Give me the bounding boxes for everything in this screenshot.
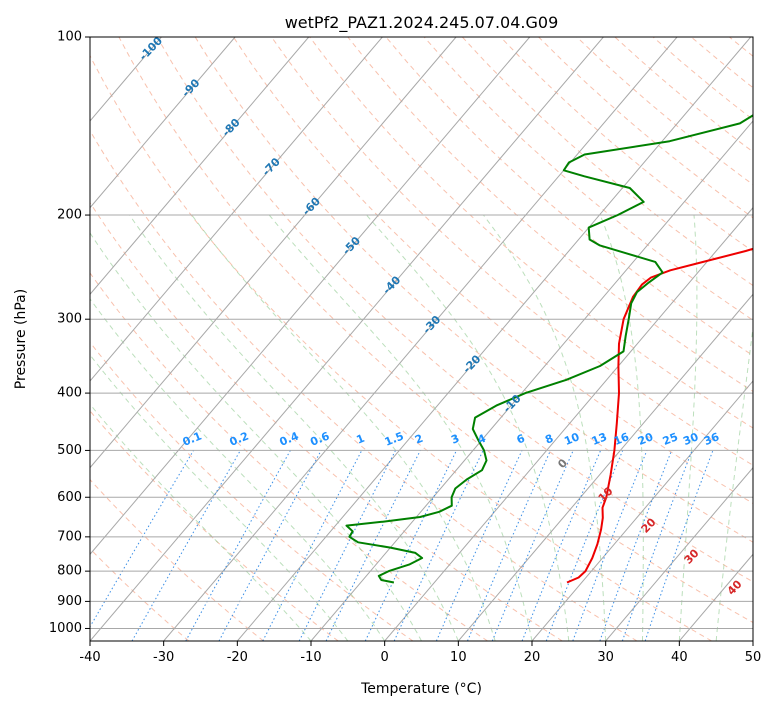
x-tick-label: 30 bbox=[597, 650, 614, 665]
moist-adiabat-line bbox=[268, 214, 533, 641]
isotherm-line bbox=[90, 37, 457, 469]
dry-adiabat-line bbox=[90, 272, 488, 641]
mixing-ratio-label: 16 bbox=[612, 430, 631, 448]
mixing-ratio-line bbox=[467, 450, 551, 641]
dry-adiabat-line bbox=[90, 547, 190, 641]
y-tick-label: 400 bbox=[57, 386, 82, 401]
moist-adiabat-line bbox=[678, 214, 698, 641]
x-tick-label: 10 bbox=[450, 650, 467, 665]
mixing-ratio-line bbox=[521, 450, 602, 641]
dry-adiabat-line bbox=[232, 37, 753, 504]
profile-lines bbox=[345, 114, 753, 584]
mixing-ratio-line bbox=[131, 450, 241, 641]
moist-adiabat-line bbox=[191, 214, 496, 641]
isotherm-line bbox=[90, 37, 383, 382]
mixing-ratio-label: 10 bbox=[562, 430, 581, 448]
isotherm-line bbox=[236, 37, 752, 641]
mixing-ratio-label: 2 bbox=[413, 432, 425, 447]
moist-adiabat-line bbox=[90, 298, 386, 641]
mixing-ratio-label: 36 bbox=[702, 430, 721, 448]
temperature-profile-line bbox=[566, 247, 753, 584]
mixing-ratio-line bbox=[599, 450, 673, 641]
isotherm-line bbox=[90, 37, 236, 209]
mixing-ratio-label: 13 bbox=[590, 430, 609, 448]
x-tick-label: -30 bbox=[153, 650, 174, 665]
moist-adiabat-line bbox=[599, 214, 644, 641]
dewpoint-profile-line bbox=[345, 114, 753, 584]
axes: -40 -30 -20 -10 0 10 20 30 40 50 100 200 300 400 500 60… bbox=[49, 30, 761, 666]
mixing-ratio-label: 1 bbox=[355, 432, 367, 447]
dry-adiabat-line bbox=[90, 410, 339, 641]
x-axis-label: Temperature (°C) bbox=[360, 681, 482, 697]
x-tick-label: 50 bbox=[745, 650, 762, 665]
y-tick-label: 500 bbox=[57, 443, 82, 458]
isotherm-line bbox=[310, 120, 753, 641]
mixing-ratio-line bbox=[298, 450, 396, 641]
y-axis-label: Pressure (hPa) bbox=[13, 289, 29, 389]
mixing-ratio-line bbox=[621, 450, 693, 641]
mixing-ratio-line bbox=[644, 450, 714, 641]
y-tick-label: 900 bbox=[57, 594, 82, 609]
mixing-ratio-label: 25 bbox=[661, 430, 680, 448]
mixing-ratio-line bbox=[325, 450, 421, 641]
moist-adiabat-line bbox=[90, 232, 422, 641]
dry-adiabat-line bbox=[90, 129, 638, 641]
moist-adiabat-line bbox=[715, 323, 753, 641]
x-tick-label: 40 bbox=[671, 650, 688, 665]
mixing-ratio-line bbox=[218, 450, 322, 641]
dry-adiabat-line bbox=[156, 37, 753, 583]
mixing-ratio-label: 20 bbox=[636, 430, 655, 448]
y-tick-label: 300 bbox=[57, 312, 82, 327]
isotherm-line bbox=[531, 380, 753, 641]
plot-frame bbox=[89, 36, 754, 642]
dry-adiabat-line bbox=[423, 37, 753, 321]
y-tick-label: 1000 bbox=[49, 621, 82, 636]
dry-adiabat-line bbox=[90, 54, 712, 641]
moist-adiabat-line bbox=[129, 214, 459, 641]
x-tick-label: 0 bbox=[381, 650, 389, 665]
x-tick-label: 20 bbox=[524, 650, 541, 665]
y-tick-label: 700 bbox=[57, 529, 82, 544]
isotherm-line bbox=[90, 37, 310, 296]
dry-adiabat-line bbox=[90, 478, 264, 641]
y-tick-label: 200 bbox=[57, 208, 82, 223]
isotherm-line bbox=[384, 206, 753, 641]
y-tick-label: 800 bbox=[57, 564, 82, 579]
moist-adiabat-line bbox=[90, 403, 312, 641]
chart-title: wetPf2_PAZ1.2024.245.07.04.G09 bbox=[285, 13, 559, 33]
background-lines bbox=[90, 37, 753, 641]
isotherm-line bbox=[163, 37, 678, 641]
isotherm-line bbox=[457, 293, 753, 641]
y-tick-label: 100 bbox=[57, 30, 82, 45]
x-tick-label: -10 bbox=[300, 650, 321, 665]
mixing-ratio-line bbox=[185, 450, 291, 641]
dry-adiabat-line bbox=[90, 201, 563, 641]
mixing-ratio-line bbox=[572, 450, 648, 641]
mixing-ratio-line bbox=[435, 450, 523, 641]
isotherm-line bbox=[605, 466, 753, 641]
isotherm-line bbox=[90, 37, 531, 556]
mixing-ratio-line bbox=[491, 450, 574, 641]
y-tick-label: 600 bbox=[57, 490, 82, 505]
moist-adiabat-line bbox=[483, 214, 607, 641]
mixing-ratio-label: 3 bbox=[449, 432, 461, 447]
dry-adiabat-line bbox=[309, 37, 753, 429]
mixing-ratio-label: 30 bbox=[681, 430, 700, 448]
isotherm-line bbox=[90, 37, 604, 641]
x-tick-label: -20 bbox=[227, 650, 248, 665]
moist-adiabat-line bbox=[90, 354, 349, 641]
mixing-ratio-line bbox=[545, 450, 624, 641]
mixing-ratio-label: 8 bbox=[543, 432, 555, 447]
dry-adiabat-line bbox=[118, 37, 753, 624]
x-tick-label: -40 bbox=[79, 650, 100, 665]
